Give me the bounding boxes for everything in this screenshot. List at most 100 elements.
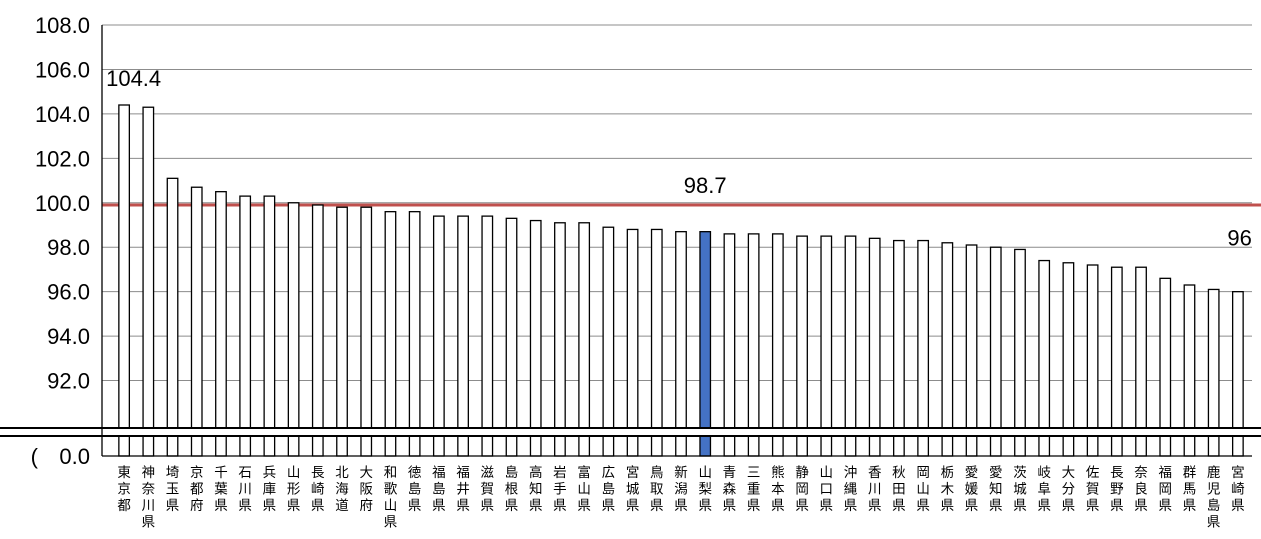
- bar: [190, 186, 203, 429]
- bar-stub: [626, 435, 639, 457]
- bar: [408, 211, 421, 429]
- bar: [360, 206, 373, 429]
- category-label: 東京都: [117, 465, 131, 514]
- bar-stub: [650, 435, 663, 457]
- data-label: 96: [1227, 226, 1251, 251]
- category-label: 福井県: [456, 465, 470, 514]
- bar: [699, 231, 712, 429]
- category-label: 岐阜県: [1037, 465, 1051, 514]
- bar: [1086, 264, 1099, 429]
- bar-stub: [432, 435, 445, 457]
- bar-stub: [868, 435, 881, 457]
- category-label: 群馬県: [1183, 465, 1197, 514]
- bar: [1159, 277, 1172, 429]
- category-label: 三重県: [747, 465, 761, 514]
- bar: [457, 215, 469, 429]
- bar-stub: [893, 435, 905, 457]
- bar-stub: [1159, 435, 1172, 457]
- bar: [844, 235, 857, 429]
- category-label: 高知県: [529, 464, 543, 514]
- bar-stub: [336, 435, 348, 457]
- category-label: 鳥取県: [650, 465, 664, 514]
- category-label: 長崎県: [311, 465, 325, 514]
- bar: [336, 206, 348, 429]
- category-label: 滋賀県: [481, 465, 495, 514]
- bar-stub: [142, 435, 155, 457]
- bar: [287, 202, 300, 429]
- bar: [723, 233, 736, 429]
- bar-stub: [457, 435, 469, 457]
- bar-stub: [190, 435, 203, 457]
- category-label: 愛知県: [989, 465, 1003, 514]
- bar-stub: [941, 435, 954, 457]
- bar-stub: [675, 435, 687, 457]
- category-label: 熊本県: [771, 465, 785, 514]
- category-label: 長野県: [1110, 465, 1124, 514]
- bar-stub: [844, 435, 857, 457]
- category-label: 山形県: [287, 465, 301, 514]
- bar: [650, 228, 663, 429]
- bar: [917, 239, 930, 429]
- bar-stub: [771, 435, 784, 457]
- category-label: 埼玉県: [166, 465, 180, 514]
- category-label: 岩手県: [553, 465, 567, 514]
- category-label: 佐賀県: [1086, 465, 1100, 514]
- category-label: 奈良県: [1134, 465, 1148, 514]
- category-label: 愛媛県: [965, 465, 979, 514]
- y-tick-label: 92.0: [47, 369, 90, 394]
- bar: [675, 231, 687, 429]
- category-label: 山梨県: [698, 465, 712, 514]
- bar: [868, 237, 881, 429]
- y-tick-label: 108.0: [35, 13, 90, 38]
- bar-stub: [917, 435, 930, 457]
- bar: [820, 235, 833, 429]
- bar-stub: [554, 435, 566, 457]
- bar: [747, 233, 760, 429]
- bar-stub: [578, 435, 591, 457]
- category-label: 神奈川県: [142, 465, 156, 531]
- bar: [1231, 291, 1244, 429]
- category-label: 千葉県: [214, 465, 228, 514]
- bar-stub: [118, 435, 131, 457]
- bar-stub: [1062, 435, 1075, 457]
- bar-stub: [747, 435, 760, 457]
- data-label: 98.7: [684, 173, 727, 198]
- bar: [554, 222, 566, 429]
- category-label: 茨城県: [1013, 465, 1027, 514]
- bar: [578, 222, 591, 429]
- bar: [505, 217, 518, 429]
- category-label: 京都府: [190, 465, 204, 514]
- bar: [384, 211, 397, 429]
- bar-stub: [263, 435, 276, 457]
- bar: [1183, 284, 1196, 429]
- data-labels: 104.4 98.7 96: [106, 66, 1252, 251]
- bar-stub: [1014, 435, 1026, 457]
- category-label: 宮城県: [626, 465, 640, 514]
- bar: [215, 191, 227, 429]
- bar-stub: [1110, 435, 1123, 457]
- category-label: 宮崎県: [1231, 465, 1245, 514]
- bar: [263, 195, 276, 429]
- bar: [166, 177, 179, 429]
- category-label: 香川県: [868, 465, 882, 514]
- y-tick-label: 94.0: [47, 324, 90, 349]
- category-label: 山口県: [820, 465, 834, 514]
- bar-stub: [1183, 435, 1196, 457]
- category-label: 栃木県: [941, 465, 955, 514]
- bar-stub: [166, 435, 179, 457]
- bar: [432, 215, 445, 429]
- bar: [1110, 266, 1123, 429]
- bar: [1038, 259, 1051, 429]
- bar: [1014, 248, 1026, 429]
- category-label: 大阪府: [359, 465, 373, 514]
- category-label: 和歌山県: [384, 465, 398, 531]
- bar: [142, 106, 155, 429]
- bar-stub: [965, 435, 978, 457]
- bar-stub: [1086, 435, 1099, 457]
- bar-stub: [529, 435, 542, 457]
- bar: [941, 242, 954, 429]
- y-tick-label-zero: 0.0: [59, 444, 90, 469]
- axes: [0, 25, 1261, 457]
- data-label: 104.4: [106, 66, 161, 91]
- bar-stub: [360, 435, 373, 457]
